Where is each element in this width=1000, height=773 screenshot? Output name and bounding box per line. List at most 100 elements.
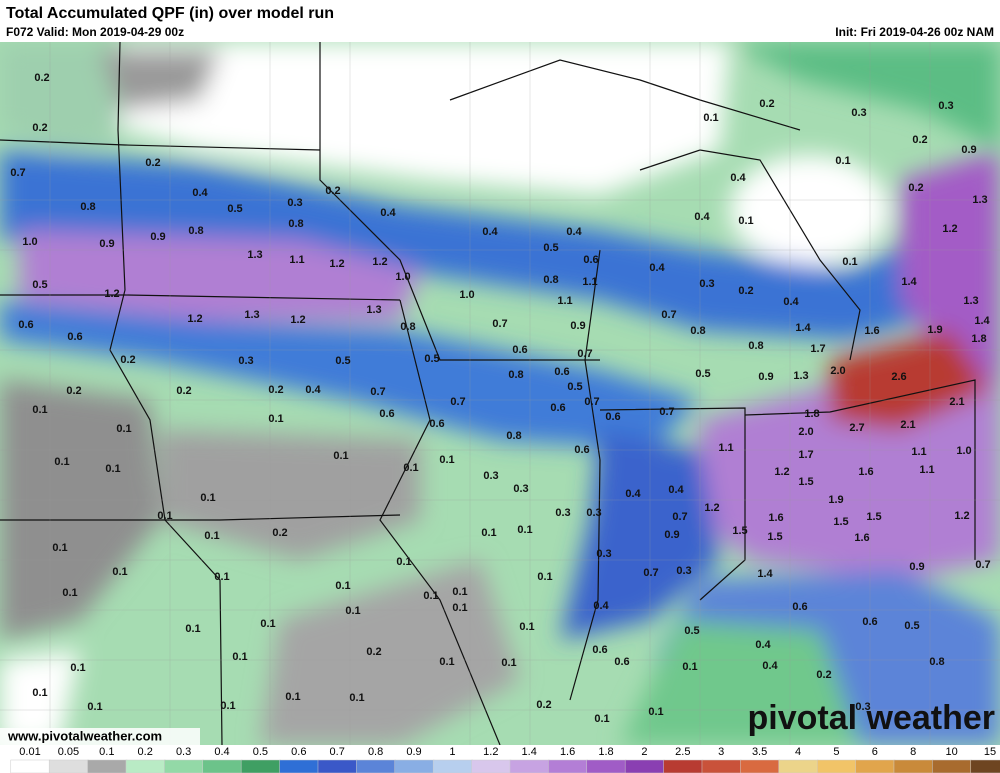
contour-value: 0.9 bbox=[664, 529, 679, 541]
contour-value: 0.8 bbox=[506, 430, 521, 442]
colorbar-swatch bbox=[202, 759, 243, 773]
contour-value: 0.2 bbox=[366, 646, 381, 658]
contour-value: 1.3 bbox=[247, 249, 262, 261]
valid-time: F072 Valid: Mon 2019-04-29 00z bbox=[6, 25, 184, 39]
contour-value: 0.3 bbox=[855, 701, 870, 713]
contour-value: 0.7 bbox=[450, 396, 465, 408]
contour-value: 0.6 bbox=[792, 601, 807, 613]
contour-value: 1.1 bbox=[557, 295, 572, 307]
contour-value: 0.4 bbox=[694, 211, 710, 223]
contour-value: 0.4 bbox=[668, 484, 684, 496]
colorbar-swatch bbox=[125, 759, 166, 773]
contour-value: 0.6 bbox=[862, 616, 877, 628]
contour-value: 1.2 bbox=[104, 288, 119, 300]
contour-value: 0.1 bbox=[220, 700, 235, 712]
contour-value: 0.1 bbox=[204, 530, 219, 542]
colorbar-swatch bbox=[624, 759, 665, 773]
contour-value: 0.2 bbox=[536, 699, 551, 711]
contour-value: 1.5 bbox=[833, 516, 848, 528]
contour-value: 0.5 bbox=[543, 242, 558, 254]
colorbar-label: 3 bbox=[718, 746, 724, 758]
contour-value: 0.4 bbox=[305, 384, 321, 396]
contour-value: 0.5 bbox=[684, 625, 699, 637]
contour-value: 1.2 bbox=[372, 256, 387, 268]
contour-value: 1.0 bbox=[395, 271, 410, 283]
contour-value: 0.9 bbox=[150, 231, 165, 243]
colorbar-label: 0.2 bbox=[138, 746, 153, 758]
colorbar-swatch bbox=[970, 759, 1000, 773]
logo: pivotal weather bbox=[747, 699, 995, 737]
contour-value: 0.9 bbox=[961, 144, 976, 156]
contour-value: 0.1 bbox=[517, 524, 532, 536]
colorbar-label: 0.1 bbox=[99, 746, 114, 758]
contour-value: 1.6 bbox=[858, 466, 873, 478]
contour-value: 0.6 bbox=[429, 418, 444, 430]
contour-value: 0.9 bbox=[909, 561, 924, 573]
contour-value: 0.1 bbox=[54, 456, 69, 468]
contour-value: 0.1 bbox=[268, 413, 283, 425]
colorbar-swatch bbox=[10, 759, 51, 773]
colorbar-swatch bbox=[356, 759, 397, 773]
colorbar-swatch bbox=[394, 759, 435, 773]
contour-value: 0.1 bbox=[403, 462, 418, 474]
colorbar-label: 0.5 bbox=[253, 746, 268, 758]
contour-value: 1.7 bbox=[798, 449, 813, 461]
contour-value: 0.5 bbox=[335, 355, 350, 367]
contour-value: 0.5 bbox=[567, 381, 582, 393]
contour-value: 0.1 bbox=[32, 687, 47, 699]
contour-value: 0.6 bbox=[67, 331, 82, 343]
contour-value: 0.2 bbox=[145, 157, 160, 169]
contour-value: 1.0 bbox=[459, 289, 474, 301]
contour-value: 0.2 bbox=[34, 72, 49, 84]
contour-value: 0.6 bbox=[592, 644, 607, 656]
contour-value: 1.6 bbox=[854, 532, 869, 544]
colorbar-swatch bbox=[855, 759, 896, 773]
contour-value: 0.3 bbox=[699, 278, 714, 290]
contour-value: 1.0 bbox=[956, 445, 971, 457]
contour-value: 0.7 bbox=[577, 348, 592, 360]
contour-value: 0.1 bbox=[501, 657, 516, 669]
colorbar-swatch bbox=[87, 759, 128, 773]
contour-value: 1.3 bbox=[244, 309, 259, 321]
contour-value: 0.1 bbox=[738, 215, 753, 227]
colorbar-swatch bbox=[509, 759, 550, 773]
contour-value: 1.2 bbox=[942, 223, 957, 235]
contour-value: 0.5 bbox=[424, 353, 439, 365]
contour-value: 0.8 bbox=[288, 218, 303, 230]
colorbar-label: 1.8 bbox=[598, 746, 613, 758]
contour-value: 0.1 bbox=[439, 656, 454, 668]
colorbar-swatch bbox=[816, 759, 857, 773]
contour-value: 0.3 bbox=[238, 355, 253, 367]
contour-value: 0.1 bbox=[116, 423, 131, 435]
colorbar-label: 2 bbox=[641, 746, 647, 758]
contour-value: 0.1 bbox=[452, 602, 467, 614]
contour-value: 0.2 bbox=[268, 384, 283, 396]
contour-value: 0.3 bbox=[555, 507, 570, 519]
colorbar-label: 0.9 bbox=[406, 746, 421, 758]
contour-value: 0.6 bbox=[554, 366, 569, 378]
contour-value: 0.1 bbox=[481, 527, 496, 539]
contour-value: 0.1 bbox=[260, 618, 275, 630]
contour-value: 0.3 bbox=[596, 548, 611, 560]
contour-value: 0.1 bbox=[842, 256, 857, 268]
colorbar-label: 4 bbox=[795, 746, 801, 758]
contour-value: 0.9 bbox=[758, 371, 773, 383]
contour-value: 0.1 bbox=[396, 556, 411, 568]
contour-value: 0.5 bbox=[227, 203, 242, 215]
contour-value: 0.1 bbox=[112, 566, 127, 578]
colorbar-label: 6 bbox=[872, 746, 878, 758]
contour-value: 1.3 bbox=[793, 370, 808, 382]
contour-value: 1.3 bbox=[366, 304, 381, 316]
contour-value: 0.7 bbox=[584, 396, 599, 408]
website: www.pivotalweather.com bbox=[7, 728, 162, 743]
contour-value: 0.5 bbox=[695, 368, 710, 380]
colorbar-label: 8 bbox=[910, 746, 916, 758]
colorbar-label: 1 bbox=[449, 746, 455, 758]
contour-value: 1.2 bbox=[187, 313, 202, 325]
contour-value: 0.6 bbox=[550, 402, 565, 414]
contour-value: 1.9 bbox=[927, 324, 942, 336]
colorbar-label: 5 bbox=[833, 746, 839, 758]
contour-value: 0.2 bbox=[816, 669, 831, 681]
colorbar-label: 0.01 bbox=[19, 746, 40, 758]
